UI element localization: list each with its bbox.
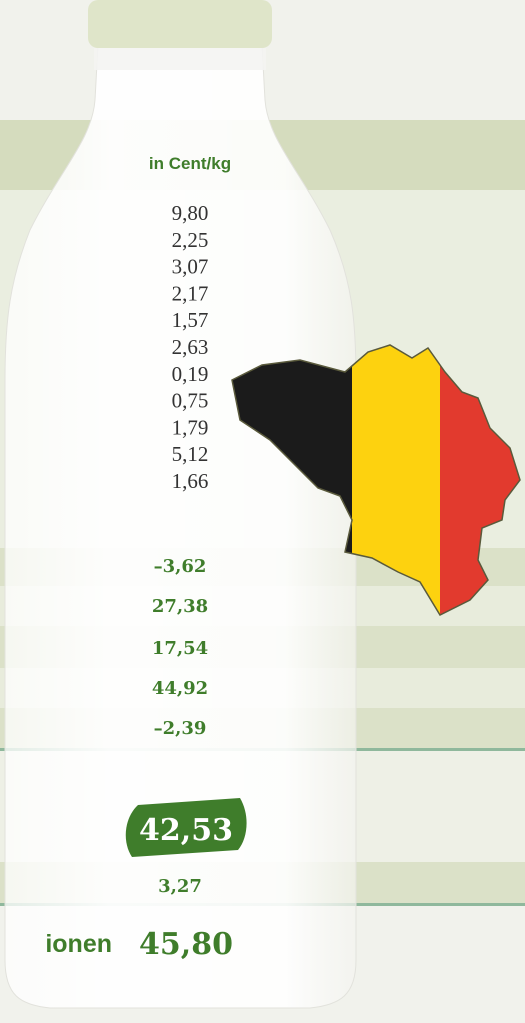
cost-value: 5,12 [172,442,209,466]
highlight-badge [125,798,247,857]
cost-value: 1,66 [172,469,209,493]
cost-value: 0,75 [172,389,209,413]
addition-value: 3,27 [158,876,202,897]
highlight-value: 42,53 [139,813,233,848]
subtotal-list: –3,62 27,38 17,54 44,92 –2,39 [152,556,208,739]
cost-value: 2,25 [172,228,209,252]
final-value: 45,80 [139,927,233,962]
subtotal-value: –3,62 [154,556,207,577]
milk-bottle [4,0,357,1009]
cost-value: 1,57 [172,308,209,332]
subtotal-value: 17,54 [152,638,208,659]
cost-value: 3,07 [172,255,209,279]
cost-value: 1,79 [172,415,209,439]
cost-value: 9,80 [172,201,209,225]
final-label: ionen [45,930,112,958]
subtotal-value: 44,92 [152,678,208,699]
cost-value: 2,17 [172,281,209,305]
subtotal-value: –2,39 [154,718,207,739]
cost-value: 0,19 [172,362,209,386]
subtotal-value: 27,38 [152,596,208,617]
value-list: 9,80 2,25 3,072,17 1,57 2,63 0,19 0,751,79 5,12… [172,201,209,493]
cost-value: 2,63 [172,335,209,359]
column-header: in Cent/kg [149,154,231,173]
